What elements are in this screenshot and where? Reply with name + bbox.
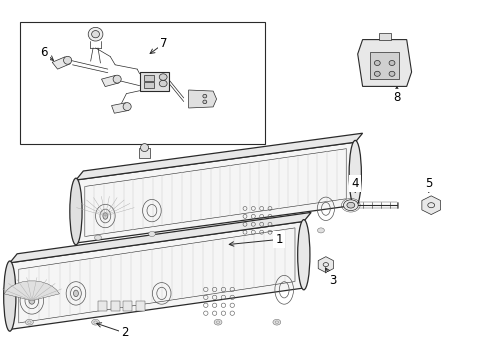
Polygon shape	[358, 40, 412, 86]
Bar	[111, 301, 120, 311]
Ellipse shape	[374, 60, 380, 66]
Ellipse shape	[347, 202, 355, 208]
Polygon shape	[4, 281, 59, 301]
Text: 7: 7	[160, 37, 168, 50]
Ellipse shape	[389, 71, 395, 76]
Ellipse shape	[203, 94, 207, 98]
Ellipse shape	[95, 235, 101, 240]
Ellipse shape	[148, 231, 155, 237]
Bar	[370, 52, 399, 79]
Ellipse shape	[273, 319, 281, 325]
Bar	[123, 301, 132, 311]
Ellipse shape	[92, 319, 99, 325]
Ellipse shape	[374, 71, 380, 76]
Ellipse shape	[159, 80, 167, 87]
Ellipse shape	[389, 60, 395, 66]
Ellipse shape	[74, 290, 78, 297]
Text: 5: 5	[425, 177, 433, 190]
Ellipse shape	[318, 228, 324, 233]
Polygon shape	[422, 196, 441, 215]
Ellipse shape	[141, 144, 148, 152]
Ellipse shape	[203, 100, 207, 104]
Text: 4: 4	[351, 177, 359, 190]
Polygon shape	[76, 133, 363, 180]
Ellipse shape	[29, 297, 35, 304]
Bar	[136, 301, 145, 311]
Polygon shape	[10, 221, 304, 329]
Polygon shape	[189, 90, 217, 108]
Ellipse shape	[88, 27, 103, 41]
Polygon shape	[318, 257, 334, 273]
Bar	[144, 82, 154, 88]
Polygon shape	[101, 76, 119, 86]
Polygon shape	[52, 57, 70, 69]
Ellipse shape	[92, 31, 99, 38]
Ellipse shape	[214, 319, 222, 325]
Text: 8: 8	[393, 91, 401, 104]
Bar	[144, 75, 154, 81]
Ellipse shape	[25, 319, 33, 325]
Ellipse shape	[3, 261, 16, 331]
Polygon shape	[76, 142, 355, 243]
Ellipse shape	[349, 140, 362, 207]
Bar	[379, 33, 391, 40]
Text: 1: 1	[275, 233, 283, 246]
Ellipse shape	[103, 213, 108, 219]
Ellipse shape	[113, 75, 121, 83]
Ellipse shape	[64, 57, 72, 64]
Text: 2: 2	[121, 327, 129, 339]
Polygon shape	[139, 148, 150, 158]
Text: 6: 6	[40, 46, 48, 59]
Bar	[20, 22, 265, 144]
Ellipse shape	[70, 178, 82, 245]
Ellipse shape	[343, 200, 358, 211]
Ellipse shape	[123, 103, 131, 111]
Bar	[140, 72, 169, 91]
Ellipse shape	[297, 220, 310, 290]
Polygon shape	[112, 103, 128, 113]
Polygon shape	[10, 212, 311, 263]
Ellipse shape	[159, 74, 167, 80]
Bar	[98, 301, 107, 311]
Text: 3: 3	[329, 274, 337, 287]
